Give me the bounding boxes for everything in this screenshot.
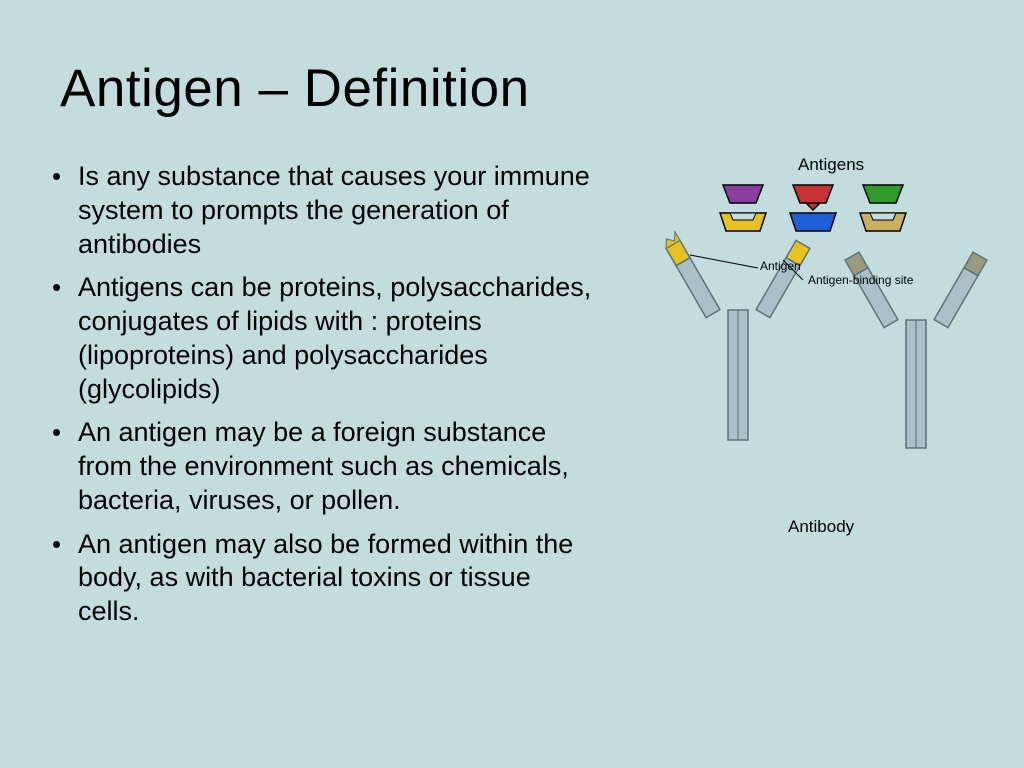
antigen-purple-icon xyxy=(723,185,763,203)
binding-site-label: Antigen-binding site xyxy=(808,273,913,287)
antigen-blue-icon xyxy=(790,213,836,231)
antigen-green-icon xyxy=(863,185,903,203)
bullet-item: An antigen may be a foreign substance fr… xyxy=(46,416,596,517)
antigen-diagram: Antigens xyxy=(628,155,1008,585)
antibody-label: Antibody xyxy=(788,517,854,537)
bullet-item: Antigens can be proteins, polysaccharide… xyxy=(46,271,596,406)
bullet-item: An antigen may also be formed within the… xyxy=(46,528,596,629)
slide-title: Antigen – Definition xyxy=(60,58,530,119)
antigen-yellow-icon xyxy=(720,213,766,231)
antigen-tan-icon xyxy=(860,213,906,231)
bullet-item: Is any substance that causes your immune… xyxy=(46,160,596,261)
antigen-small-label: Antigen xyxy=(760,259,801,273)
bullet-list: Is any substance that causes your immune… xyxy=(46,160,596,639)
antigen-red-icon xyxy=(793,185,833,210)
